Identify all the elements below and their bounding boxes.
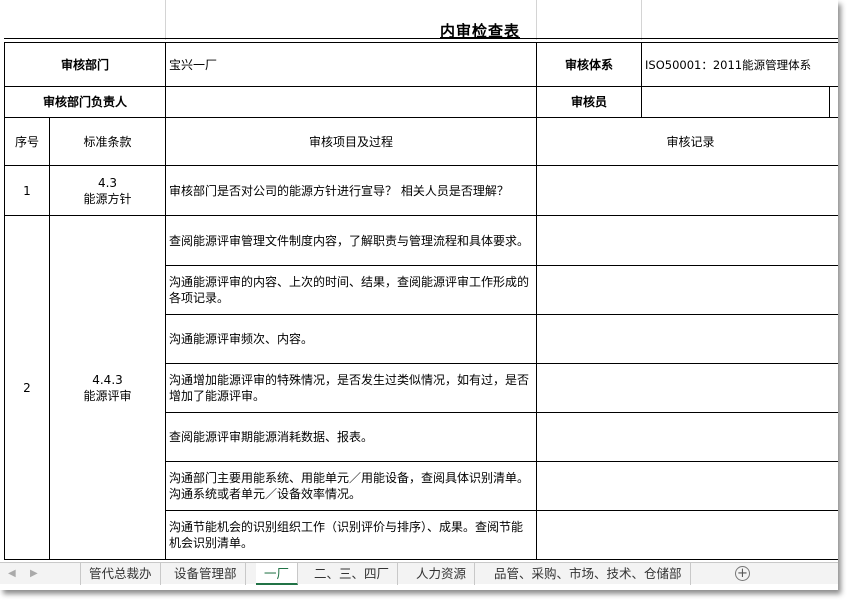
row-record[interactable]	[536, 363, 838, 413]
row-item[interactable]: 沟通能源评审的内容、上次的时间、结果，查阅能源评审工作形成的各项记录。	[165, 265, 538, 315]
row-record[interactable]	[536, 314, 838, 364]
row-record[interactable]	[536, 412, 838, 462]
auditor-value[interactable]	[641, 86, 831, 118]
row-item[interactable]: 查阅能源评审期能源消耗数据、报表。	[165, 412, 538, 462]
row-record[interactable]	[536, 215, 838, 266]
gridline	[536, 0, 537, 40]
row-item[interactable]: 沟通增加能源评审的特殊情况，是否发生过类似情况，如有过，是否增加了能源评审。	[165, 363, 538, 413]
table-row: 2 4.4.3 能源评审 查阅能源评审管理文件制度内容，了解职责与管理流程和具体要…	[4, 215, 838, 560]
row-no: 2	[4, 215, 50, 560]
sheet-tab-bar: ◀ ▶ 管代总裁办 设备管理部 一厂 二、三、四厂 人力资源 品管、采购、市场、…	[0, 562, 838, 585]
clause-code: 4.3	[97, 175, 118, 190]
row-record[interactable]	[536, 165, 838, 216]
row-record[interactable]	[536, 461, 838, 511]
manager-value[interactable]	[165, 86, 538, 118]
gridline	[165, 0, 166, 40]
row-item[interactable]: 沟通部门主要用能系统、用能单元／用能设备，查阅具体识别清单。沟通系统或者单元／设…	[165, 461, 538, 511]
sheet-tab[interactable]: 品管、采购、市场、技术、仓储部	[486, 563, 691, 585]
gridline	[641, 0, 642, 40]
sheet-tab[interactable]: 管代总裁办	[80, 563, 161, 585]
dept-label: 审核部门	[3, 42, 167, 87]
header-record: 审核记录	[536, 117, 838, 166]
row-item[interactable]: 查阅能源评审管理文件制度内容，了解职责与管理流程和具体要求。	[165, 215, 538, 266]
auditor-label: 审核员	[536, 86, 643, 118]
sheet-title: 内审检查表	[440, 22, 521, 40]
system-value[interactable]: ISO50001：2011能源管理体系	[641, 42, 838, 87]
row-item[interactable]: 沟通能源评审频次、内容。	[165, 314, 538, 364]
clause-name: 能源方针	[83, 191, 132, 206]
sheet-tab[interactable]: 二、三、四厂	[306, 563, 399, 585]
row-item[interactable]: 沟通节能机会的识别组织工作（识别评价与排序）、成果。查阅节能机会识别清单。	[165, 510, 538, 560]
row-clause: 4.4.3 能源评审	[48, 215, 167, 560]
row-record[interactable]	[536, 510, 838, 560]
sheet-tab[interactable]: 人力资源	[408, 563, 476, 585]
sheet-tab[interactable]: 设备管理部	[166, 563, 246, 585]
add-sheet-icon[interactable]: +	[735, 566, 750, 581]
spreadsheet: 内审检查表 审核部门 宝兴一厂 审核体系 ISO50001：2011能源管理体系…	[0, 0, 838, 585]
row-clause: 4.3 能源方针	[48, 165, 167, 216]
title-underline	[4, 38, 838, 39]
row-no: 1	[4, 165, 50, 216]
clause-code: 4.4.3	[92, 372, 123, 387]
clause-name: 能源评审	[83, 388, 132, 403]
header-clause: 标准条款	[48, 117, 167, 166]
manager-label: 审核部门负责人	[3, 86, 167, 118]
header-no: 序号	[4, 117, 50, 166]
scroll-left-icon[interactable]: ◀	[8, 568, 16, 579]
system-label: 审核体系	[536, 42, 643, 87]
scroll-right-icon[interactable]: ▶	[30, 568, 38, 579]
dept-value[interactable]: 宝兴一厂	[165, 42, 538, 87]
header-item: 审核项目及过程	[165, 117, 538, 166]
sheet-tab-active[interactable]: 一厂	[256, 563, 298, 585]
row-record[interactable]	[536, 265, 838, 315]
audit-table: 审核部门 宝兴一厂 审核体系 ISO50001：2011能源管理体系 审核部门负…	[3, 42, 838, 560]
cell[interactable]	[829, 86, 838, 118]
row-item[interactable]: 审核部门是否对公司的能源方针进行宣导？ 相关人员是否理解？	[165, 165, 538, 216]
table-row: 1 4.3 能源方针 审核部门是否对公司的能源方针进行宣导？ 相关人员是否理解？	[4, 165, 838, 216]
